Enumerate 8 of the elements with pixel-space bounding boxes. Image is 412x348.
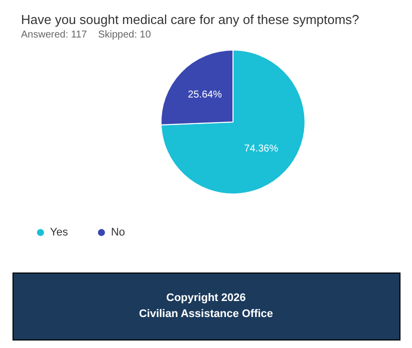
data-label: 74.36% — [244, 144, 278, 155]
legend-label: No — [110, 226, 126, 238]
text: Copyright 2026 — [166, 292, 246, 304]
text: Civilian Assistance Office — [138, 308, 274, 320]
chart-title: Have you sought medical care for any of these symptoms? — [21, 12, 360, 27]
data-label: 25.64% — [188, 89, 222, 100]
legend-label: Yes — [50, 226, 68, 238]
chart-subtitle: Answered: 117 Skipped: 10 — [21, 30, 152, 40]
